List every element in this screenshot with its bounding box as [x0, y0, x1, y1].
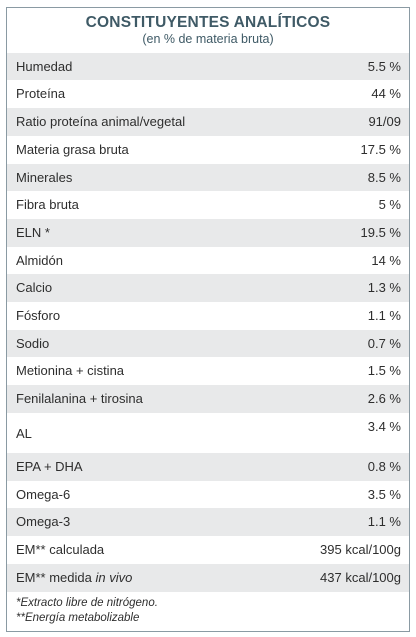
row-label: Omega-6 [16, 487, 71, 502]
table-row: Sodio 0.7 % [7, 330, 409, 357]
table-row: Fibra bruta 5 % [7, 191, 409, 219]
row-value: 395 kcal/100g [320, 542, 401, 557]
row-label-prefix: EM** medida [16, 570, 96, 585]
row-value: 5.5 % [367, 59, 401, 74]
row-value: 2.6 % [367, 391, 401, 406]
row-value: 1.3 % [367, 280, 401, 295]
table-subtitle: (en % de materia bruta) [142, 32, 274, 46]
row-value: 5 % [378, 197, 401, 212]
table-row: Fósforo 1.1 % [7, 302, 409, 330]
table-row: Omega-3 1.1 % [7, 508, 409, 536]
table-row: Calcio 1.3 % [7, 274, 409, 302]
analytical-constituents-table: CONSTITUYENTES ANALÍTICOS (en % de mater… [6, 7, 410, 632]
row-label: Calcio [16, 280, 53, 295]
row-label: Humedad [16, 59, 73, 74]
row-value: 14 % [371, 253, 401, 268]
row-label: EM** medida in vivo [16, 570, 132, 585]
row-label: Metionina + cistina [16, 363, 125, 378]
row-label: EPA + DHA [16, 459, 83, 474]
row-label: Sodio [16, 336, 50, 351]
table-title: CONSTITUYENTES ANALÍTICOS [85, 14, 331, 31]
row-label: Omega-3 [16, 514, 71, 529]
table-row: EPA + DHA 0.8 % [7, 453, 409, 481]
row-value: 0.8 % [367, 459, 401, 474]
row-value: 8.5 % [367, 170, 401, 185]
table-row: EM** medida in vivo 437 kcal/100g [7, 564, 409, 592]
row-label: EM** calculada [16, 542, 105, 557]
table-row: Ratio proteína animal/vegetal 91/09 [7, 108, 409, 136]
table-row: AL 3.4 % [7, 413, 409, 453]
row-value: 1.5 % [367, 363, 401, 378]
row-label: AL [16, 426, 32, 441]
row-value: 19.5 % [360, 225, 401, 240]
row-label: Fibra bruta [16, 197, 79, 212]
row-label: Fenilalanina + tirosina [16, 391, 143, 406]
table-row: EM** calculada 395 kcal/100g [7, 536, 409, 564]
row-label: Ratio proteína animal/vegetal [16, 114, 186, 129]
row-value: 1.1 % [367, 514, 401, 529]
table-row: Metionina + cistina 1.5 % [7, 357, 409, 385]
row-label-italic: in vivo [95, 570, 133, 585]
row-label: ELN * [16, 225, 50, 240]
row-value: 1.1 % [367, 308, 401, 323]
table-row: Materia grasa bruta 17.5 % [7, 136, 409, 164]
row-value: 91/09 [368, 114, 401, 129]
table-row: ELN * 19.5 % [7, 219, 409, 247]
row-label: Materia grasa bruta [16, 142, 129, 157]
table-row: Humedad 5.5 % [7, 53, 409, 80]
table-row: Omega-6 3.5 % [7, 481, 409, 508]
row-value: 3.4 % [367, 419, 401, 434]
row-value: 0.7 % [367, 336, 401, 351]
table-row: Proteína 44 % [7, 80, 409, 108]
row-value: 17.5 % [360, 142, 401, 157]
row-value: 437 kcal/100g [320, 570, 401, 585]
footnotes: *Extracto libre de nitrógeno. **Energía … [16, 596, 158, 626]
table-header: CONSTITUYENTES ANALÍTICOS (en % de mater… [7, 8, 409, 53]
row-label: Proteína [16, 86, 66, 101]
row-value: 3.5 % [367, 487, 401, 502]
row-label: Almidón [16, 253, 63, 268]
table-row: Minerales 8.5 % [7, 164, 409, 191]
footnote-eln: *Extracto libre de nitrógeno. [16, 597, 158, 609]
row-label: Fósforo [16, 308, 61, 323]
table-row: Almidón 14 % [7, 247, 409, 274]
footnote-em: **Energía metabolizable [16, 612, 140, 624]
table-row: Fenilalanina + tirosina 2.6 % [7, 385, 409, 413]
row-value: 44 % [371, 86, 401, 101]
row-label: Minerales [16, 170, 73, 185]
